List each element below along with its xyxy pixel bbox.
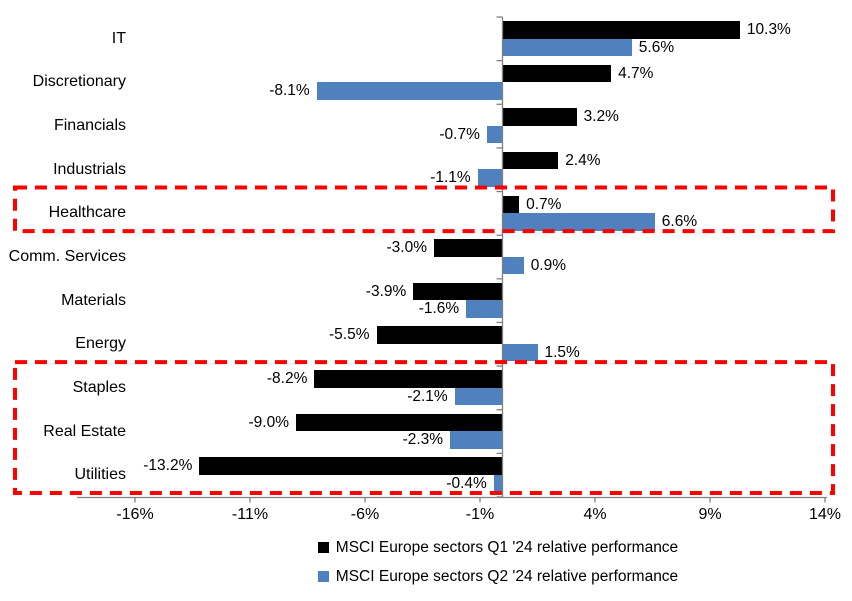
bar-value-q2-staples: -2.1% xyxy=(407,387,448,405)
bar-q2-materials xyxy=(466,300,503,318)
category-label-healthcare: Healthcare xyxy=(48,204,126,222)
bar-q1-discretionary xyxy=(503,64,612,83)
bar-q2-utilities xyxy=(493,474,503,493)
bar-q2-real-estate xyxy=(450,431,503,449)
bar-value-q2-comm-services: 0.9% xyxy=(530,256,567,274)
bar-q2-financials xyxy=(486,125,503,144)
legend-marker-q2-icon xyxy=(317,571,329,582)
category-label-staples: Staples xyxy=(72,378,126,396)
bar-value-q2-energy: 1.5% xyxy=(544,343,580,361)
category-label-materials: Materials xyxy=(61,291,126,309)
category-label-it: IT xyxy=(111,29,126,47)
bar-q2-comm-services xyxy=(503,256,524,275)
bar-value-q2-healthcare: 6.6% xyxy=(661,213,698,231)
bar-q1-staples xyxy=(314,370,503,388)
bar-value-q1-staples: -8.2% xyxy=(266,370,308,388)
legend-item-q2: MSCI Europe sectors Q2 '24 relative perf… xyxy=(72,562,852,591)
legend-label-q1: MSCI Europe sectors Q1 '24 relative perf… xyxy=(335,538,679,556)
bar-value-q1-comm-services: -3.0% xyxy=(386,239,428,257)
bar-value-q1-financials: 3.2% xyxy=(583,108,619,126)
legend-label-q2: MSCI Europe sectors Q2 '24 relative perf… xyxy=(335,567,679,585)
category-label-discretionary: Discretionary xyxy=(32,73,126,91)
bar-value-q2-industrials: -1.1% xyxy=(430,169,471,187)
category-label-comm-services: Comm. Services xyxy=(8,247,126,265)
category-label-industrials: Industrials xyxy=(53,160,126,178)
bar-value-q1-discretionary: 4.7% xyxy=(618,64,654,82)
bar-value-q2-financials: -0.7% xyxy=(439,125,480,143)
x-axis-tick-label: -16% xyxy=(116,506,154,523)
bar-q2-discretionary xyxy=(316,82,503,100)
bar-q1-real-estate xyxy=(296,413,503,432)
bar-value-q2-discretionary: -8.1% xyxy=(269,82,310,100)
x-axis-tick-label: 4% xyxy=(583,506,607,523)
bar-q2-it xyxy=(503,38,632,56)
category-label-real-estate: Real Estate xyxy=(43,422,126,440)
bar-q2-healthcare xyxy=(503,213,655,231)
bar-value-q1-energy: -5.5% xyxy=(329,326,370,344)
bar-q1-financials xyxy=(503,108,577,126)
x-axis-tick-label: -1% xyxy=(465,506,495,523)
legend-item-q1: MSCI Europe sectors Q1 '24 relative perf… xyxy=(72,533,852,562)
bar-q2-industrials xyxy=(477,169,503,187)
x-axis-tick-label: -6% xyxy=(350,506,380,523)
bar-value-q1-healthcare: 0.7% xyxy=(526,195,562,213)
bar-q2-staples xyxy=(454,387,503,406)
category-label-energy: Energy xyxy=(75,335,126,353)
bar-q1-industrials xyxy=(503,151,559,170)
bar-q1-healthcare xyxy=(503,195,520,214)
x-axis-tick-label: 9% xyxy=(698,506,722,523)
bar-q1-materials xyxy=(413,282,503,301)
bar-q1-it xyxy=(503,21,740,39)
bar-value-q2-materials: -1.6% xyxy=(418,300,460,318)
category-label-financials: Financials xyxy=(53,117,126,135)
bar-value-q2-utilities: -0.4% xyxy=(446,474,487,492)
legend-marker-q1-icon xyxy=(317,542,329,553)
x-axis-tick-label: 14% xyxy=(808,506,842,523)
bar-q1-utilities xyxy=(199,457,503,475)
bar-value-q1-industrials: 2.4% xyxy=(565,151,601,169)
bar-q2-energy xyxy=(503,343,538,362)
bar-value-q1-real-estate: -9.0% xyxy=(248,413,290,431)
bar-value-q1-it: 10.3% xyxy=(746,21,791,38)
bar-value-q1-utilities: -13.2% xyxy=(143,457,193,475)
bar-value-q2-real-estate: -2.3% xyxy=(402,431,444,449)
bar-value-q2-it: 5.6% xyxy=(638,38,675,56)
x-axis-tick-label: -11% xyxy=(231,506,269,523)
bar-value-q1-materials: -3.9% xyxy=(365,282,407,300)
bar-q1-energy xyxy=(376,326,503,344)
legend: MSCI Europe sectors Q1 '24 relative perf… xyxy=(0,533,852,591)
bar-q1-comm-services xyxy=(434,239,503,257)
